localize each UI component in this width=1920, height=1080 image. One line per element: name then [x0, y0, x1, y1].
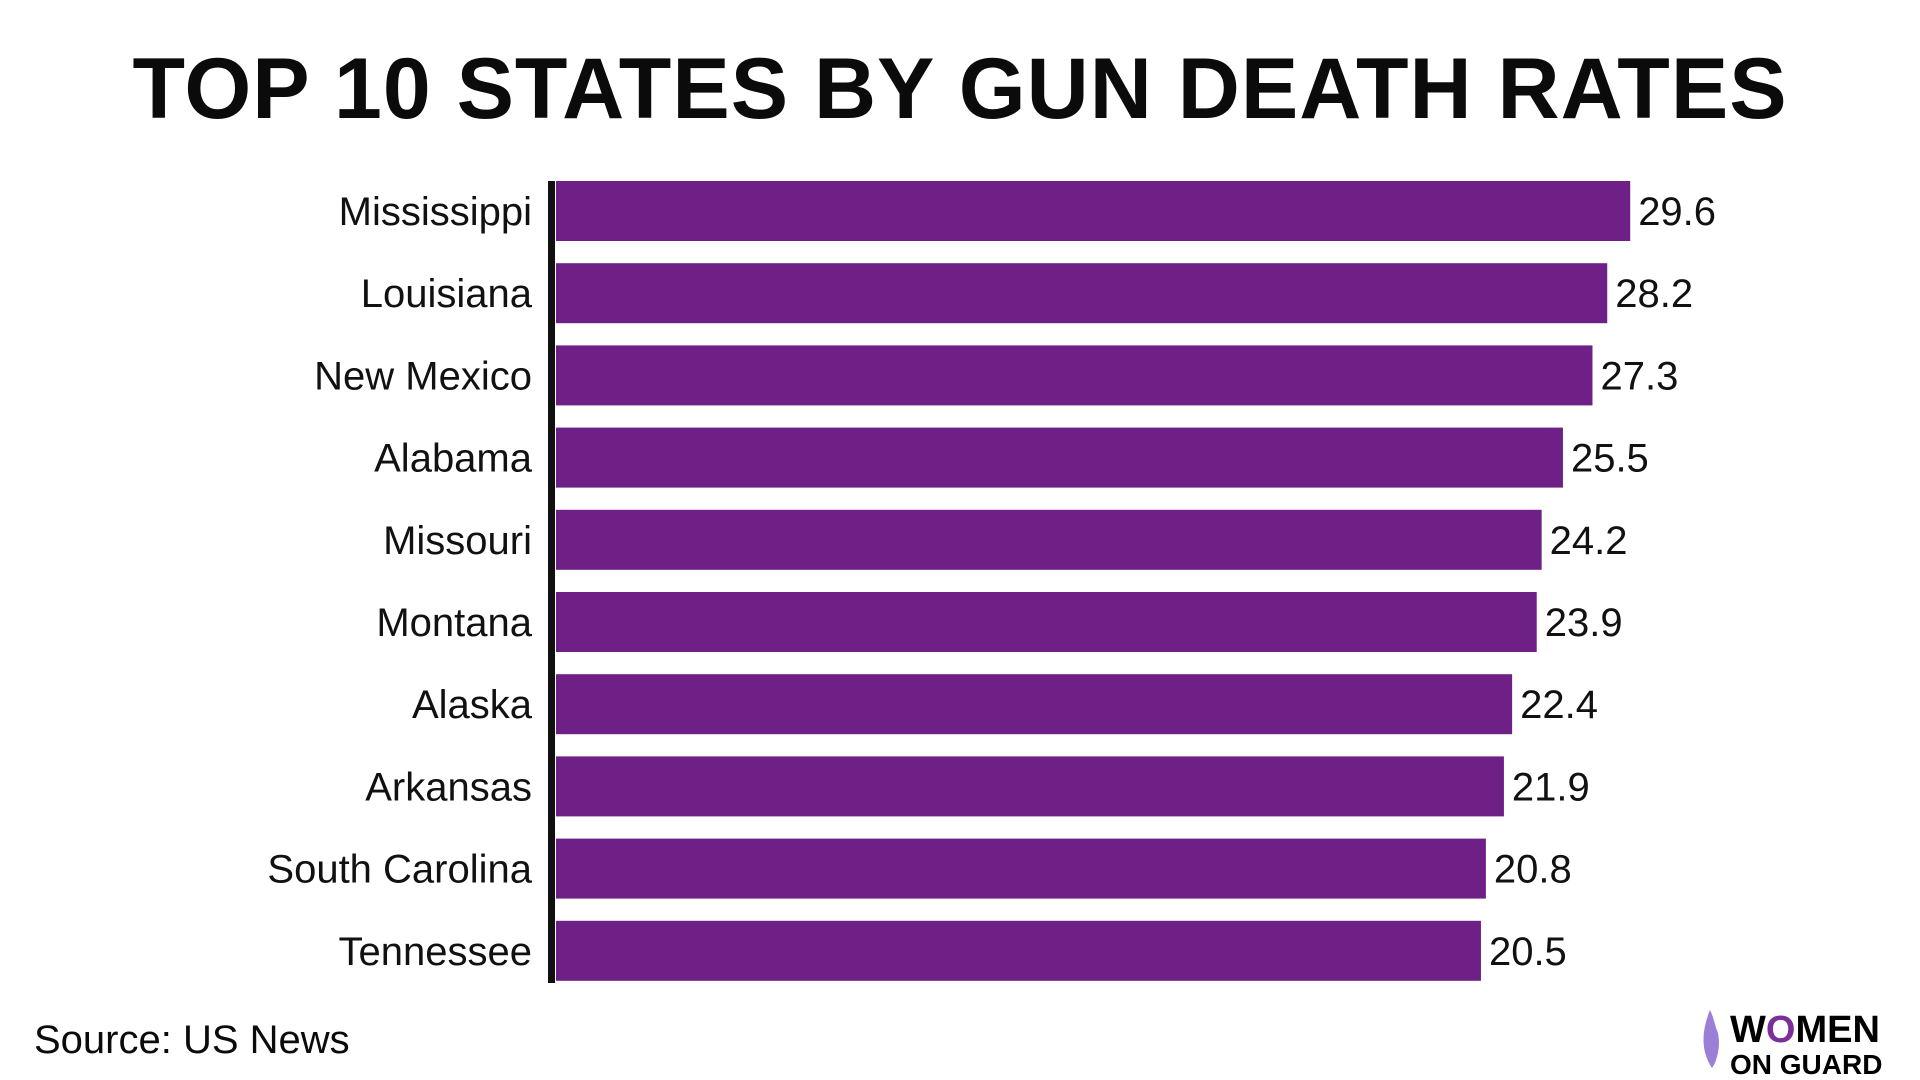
logo-line1: WOMEN — [1730, 1009, 1880, 1051]
category-label: New Mexico — [314, 354, 532, 398]
category-label: South Carolina — [267, 848, 532, 892]
category-label: Alabama — [374, 437, 533, 481]
bar — [556, 838, 1486, 899]
bar — [556, 181, 1631, 241]
bar — [556, 263, 1608, 324]
data-label: 21.9 — [1512, 765, 1590, 809]
logo-line2: ON GUARD — [1730, 1049, 1882, 1080]
data-label: 22.4 — [1520, 683, 1598, 727]
category-label: Missouri — [383, 519, 532, 563]
bar — [556, 509, 1542, 570]
data-label: 20.5 — [1489, 930, 1567, 974]
category-label: Mississippi — [339, 190, 532, 234]
category-label: Arkansas — [365, 765, 532, 809]
data-label: 20.8 — [1494, 848, 1572, 892]
bar — [556, 592, 1537, 652]
data-label: 28.2 — [1615, 272, 1693, 316]
women-on-guard-logo: WOMEN ON GUARD — [1703, 1009, 1882, 1080]
data-label: 27.3 — [1600, 354, 1678, 398]
category-label: Montana — [376, 601, 532, 645]
bar — [556, 427, 1563, 488]
source-note: Source: US News — [34, 1018, 350, 1062]
data-label: 25.5 — [1571, 437, 1649, 481]
bar — [556, 345, 1593, 406]
flame-icon — [1703, 1010, 1719, 1068]
category-label: Louisiana — [361, 272, 533, 316]
bar — [556, 756, 1504, 817]
category-label: Alaska — [412, 683, 533, 727]
data-label: 29.6 — [1638, 190, 1716, 234]
data-label: 23.9 — [1545, 601, 1623, 645]
data-label: 24.2 — [1550, 519, 1628, 563]
chart-title: TOP 10 STATES BY GUN DEATH RATES — [132, 41, 1788, 137]
bar — [556, 674, 1513, 735]
bar — [556, 920, 1481, 981]
category-label: Tennessee — [339, 930, 532, 974]
y-axis-line — [548, 181, 555, 983]
